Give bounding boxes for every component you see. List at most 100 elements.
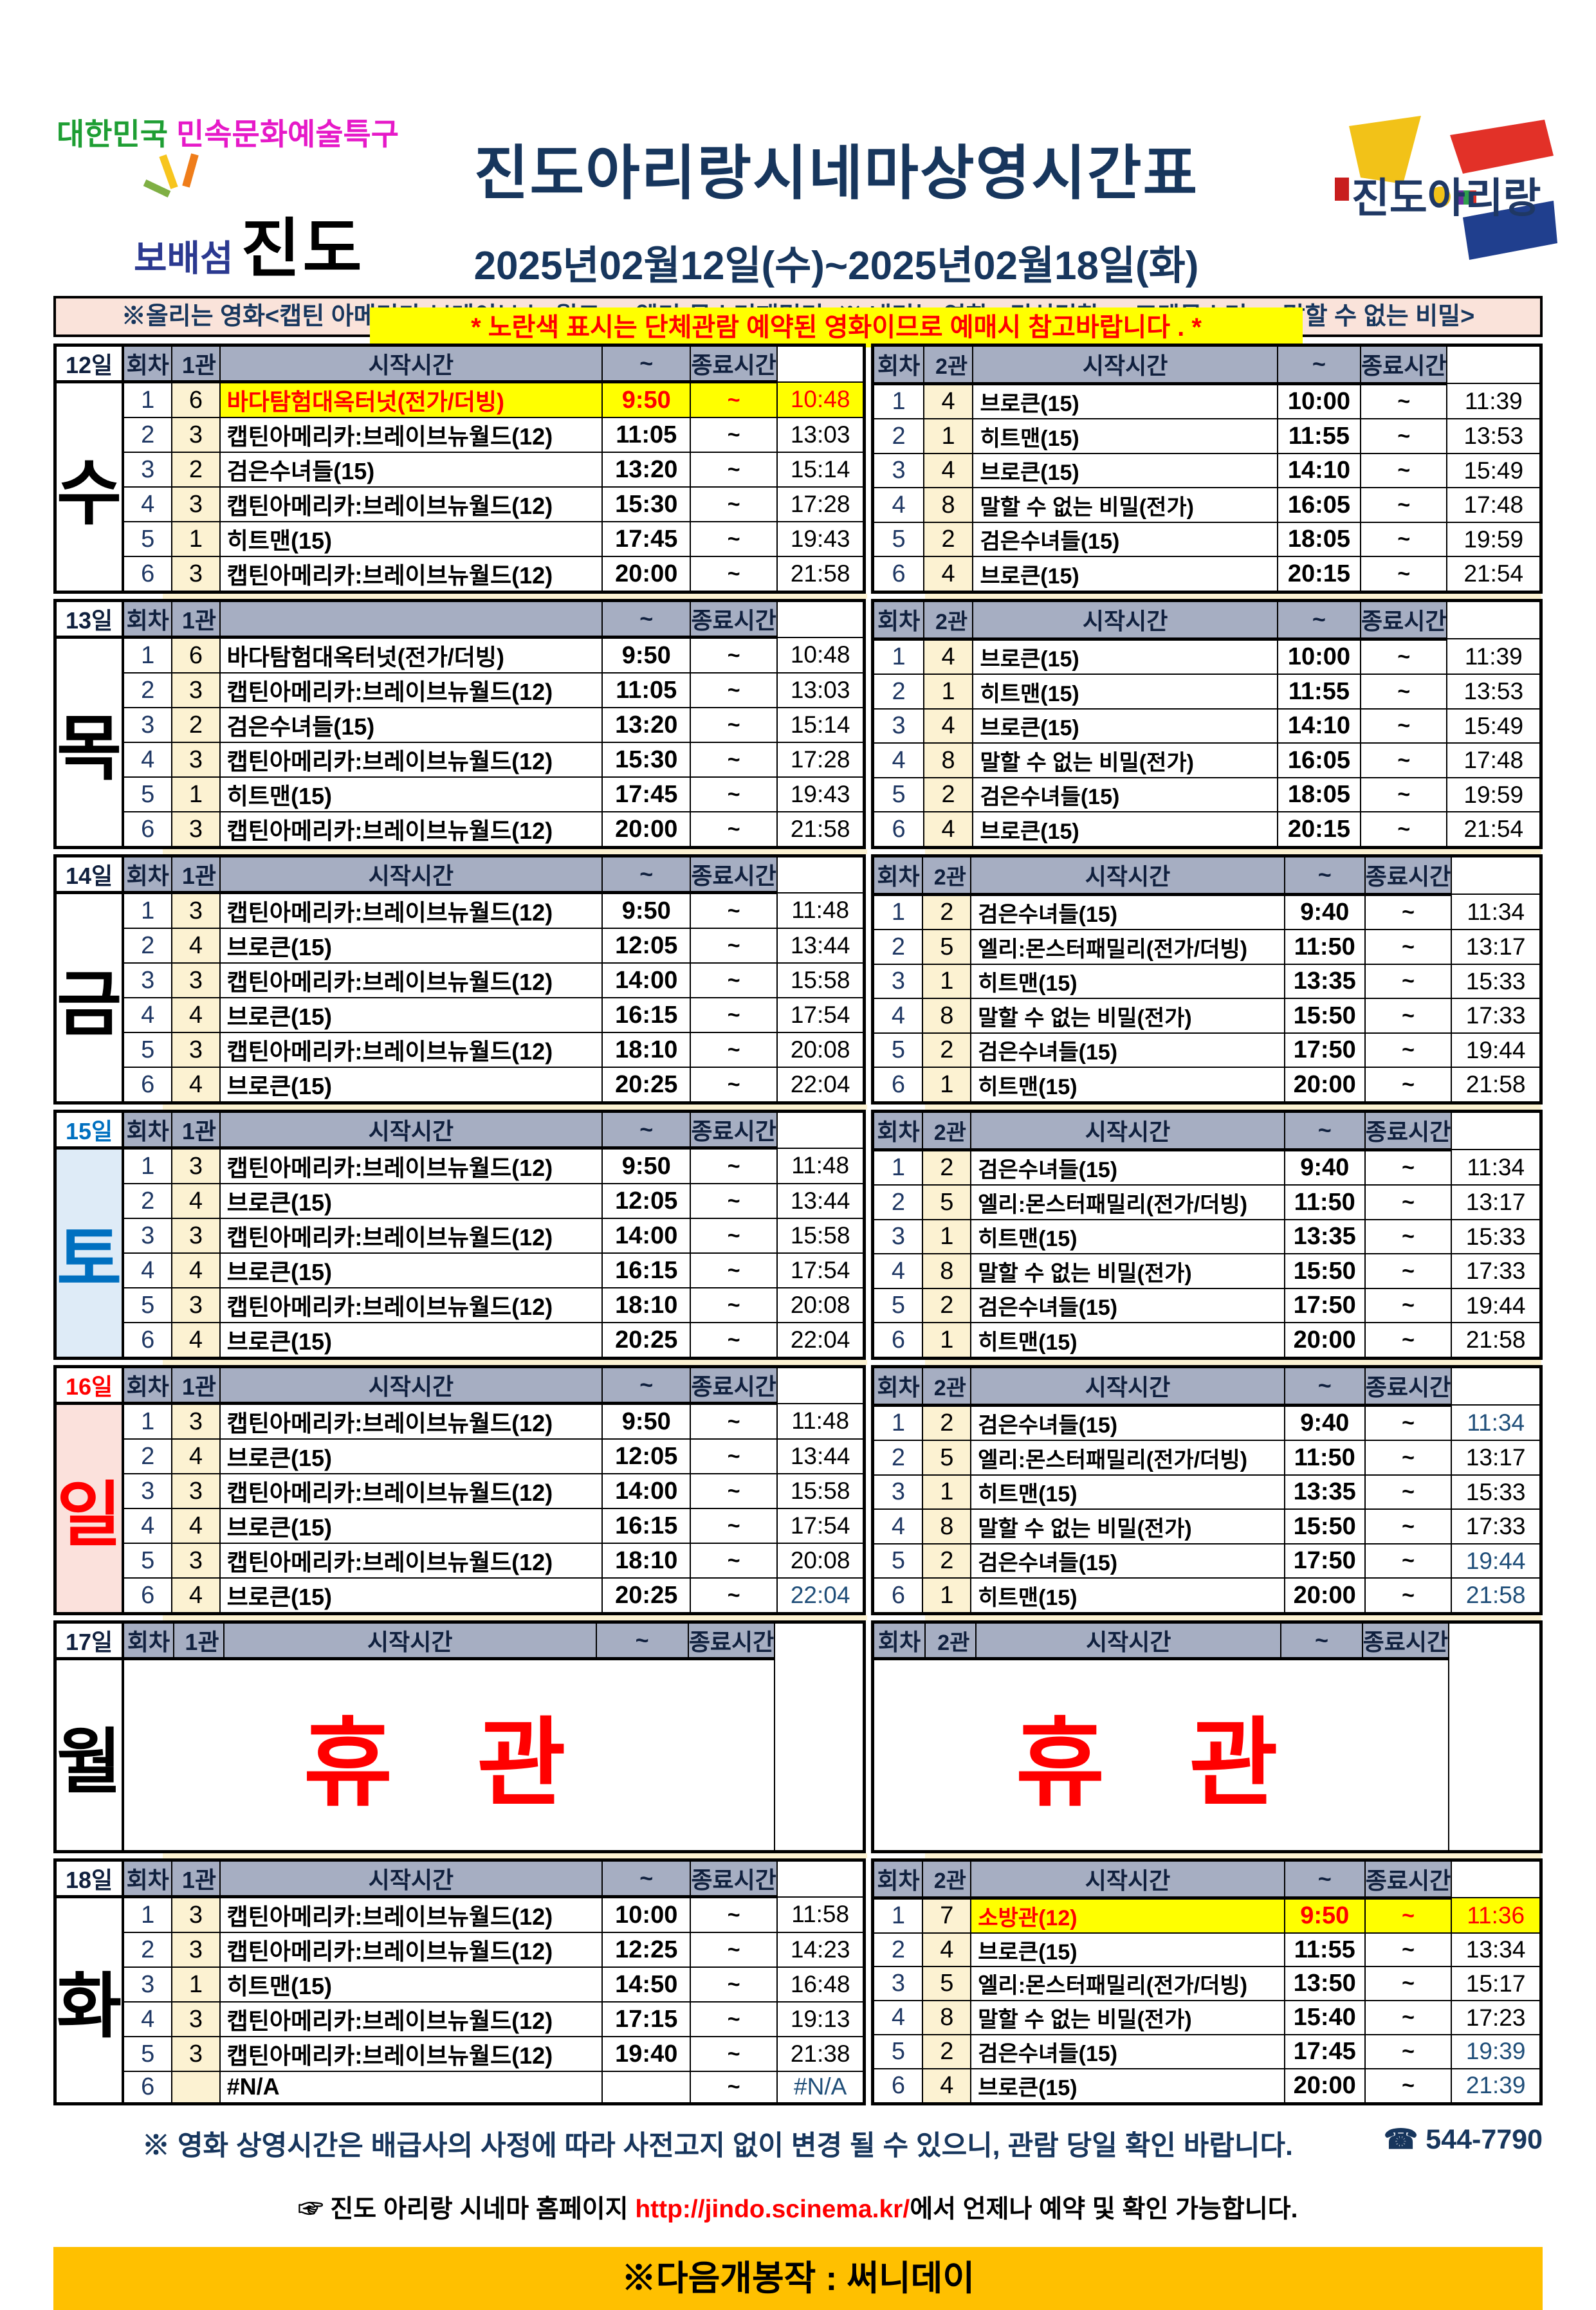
screening-count-cell: 8 bbox=[922, 2000, 972, 2035]
round-number-cell: 3 bbox=[872, 963, 924, 1000]
start-time-cell: 20:25 bbox=[601, 1322, 692, 1359]
movie-title-cell: 브로큰(15) bbox=[219, 997, 603, 1033]
end-time-cell: 10:48 bbox=[776, 636, 865, 674]
screening-count-cell: 4 bbox=[171, 1577, 221, 1615]
start-time-cell: 17:15 bbox=[601, 2001, 692, 2037]
round-number-cell: 4 bbox=[122, 1508, 173, 1544]
movie-title-cell: 캡틴아메리카:브레이브뉴월드(12) bbox=[219, 1287, 603, 1323]
divider-strip bbox=[163, 1615, 867, 1620]
movie-title-cell: 브로큰(15) bbox=[219, 1438, 603, 1474]
logo-arirang-text: 진도아리랑 bbox=[1352, 175, 1541, 221]
start-time-cell: 15:30 bbox=[601, 486, 692, 522]
start-time-cell: 13:35 bbox=[1283, 1474, 1366, 1510]
round-header-cell: 회차 bbox=[122, 855, 173, 894]
tilde-cell: ~ bbox=[690, 636, 778, 674]
header-center: 진도아리랑시네마상영시간표 2025년02월12일(수)~2025년02월18일… bbox=[351, 125, 1322, 347]
day-date-cell: 14일 bbox=[54, 855, 125, 894]
screening-count-cell: 4 bbox=[171, 997, 221, 1033]
end-time-cell: 11:48 bbox=[776, 1147, 865, 1184]
screening-count-cell: 1 bbox=[171, 776, 221, 812]
jindo-county-logo: 대한민국 민속문화예술특구 보배섬 진도 bbox=[57, 109, 417, 289]
end-time-cell: 21:58 bbox=[1451, 1322, 1542, 1359]
schedule-row: 3 1 히트맨(15) 13:35 ~15:33 bbox=[872, 1474, 1542, 1510]
tilde-cell: ~ bbox=[1359, 811, 1448, 848]
schedule-row: 4 3 캡틴아메리카:브레이브뉴월드(12) 17:15 ~19:13 bbox=[55, 2001, 865, 2037]
start-time-header-cell: 시작시간 bbox=[219, 1110, 603, 1150]
screen2-table-13일: 회차 2관 시작시간 ~ 종료시간 1 4 브로큰(15) 10:00 ~11:39 2 1 히트맨(1… bbox=[871, 599, 1543, 849]
screening-count-cell: 1 bbox=[922, 963, 972, 1000]
schedule-row: 화 1 3 캡틴아메리카:브레이브뉴월드(12) 10:00 ~11:58 bbox=[54, 1896, 865, 2104]
round-number-cell: 1 bbox=[872, 894, 924, 931]
movie-title-cell: 소방관(12) bbox=[970, 1897, 1285, 1934]
tilde-cell: ~ bbox=[1364, 963, 1453, 1000]
tilde-cell: ~ bbox=[690, 521, 778, 557]
round-number-cell: 6 bbox=[122, 1577, 173, 1615]
round-number-cell: 5 bbox=[122, 1543, 173, 1579]
start-time-cell: 14:00 bbox=[601, 1218, 692, 1254]
end-time-cell: 20:08 bbox=[776, 1032, 865, 1068]
movie-title-cell: 검은수녀들(15) bbox=[972, 776, 1278, 813]
screen1-table-12일: 12일 회차 1관 시작시간 ~ 종료시간 수 1 6 바다탐험대옥터넛(전가/더빙) 9:50 ~1… bbox=[53, 344, 867, 594]
header-row: 회차 2관 시작시간 ~ 종료시간 bbox=[872, 600, 1541, 641]
start-time-cell: 12:05 bbox=[601, 1183, 692, 1219]
divider-strip bbox=[163, 1105, 867, 1110]
round-number-cell: 2 bbox=[872, 1932, 924, 1968]
logo-treasure-island-text: 보배섬 bbox=[134, 238, 234, 279]
start-time-cell: 20:00 bbox=[1283, 1322, 1366, 1359]
end-time-header-cell: 종료시간 bbox=[690, 855, 778, 894]
logo-korea-text: 대한민국 bbox=[57, 117, 168, 151]
start-time-cell: 20:15 bbox=[1276, 556, 1362, 593]
homepage-prefix-text: ☞ 진도 아리랑 시네마 홈페이지 bbox=[298, 2195, 636, 2223]
schedule-row: 2 1 히트맨(15) 11:55 ~13:53 bbox=[872, 674, 1542, 710]
start-time-cell: 15:50 bbox=[1283, 1508, 1366, 1545]
schedule-row: 6 1 히트맨(15) 20:00 ~21:58 bbox=[872, 1577, 1542, 1615]
round-header-cell: 회차 bbox=[872, 1859, 924, 1900]
page-title: 진도아리랑시네마상영시간표 bbox=[473, 141, 1199, 206]
schedule-row: 5 2 검은수녀들(15) 17:50 ~19:44 bbox=[872, 1543, 1542, 1579]
screening-count-cell: 1 bbox=[922, 1218, 972, 1255]
schedule-row: 금 1 3 캡틴아메리카:브레이브뉴월드(12) 9:50 ~11:48 bbox=[54, 892, 865, 1104]
schedule-row: 2 3 캡틴아메리카:브레이브뉴월드(12) 12:25 ~14:23 bbox=[55, 1932, 865, 1968]
screening-count-cell: 3 bbox=[171, 1287, 221, 1323]
end-time-cell: 13:34 bbox=[1451, 1932, 1542, 1968]
tilde-cell: ~ bbox=[690, 1966, 778, 2003]
start-time-header-cell bbox=[219, 600, 603, 639]
end-time-cell: 17:54 bbox=[776, 1508, 865, 1544]
screen2-table-14일: 회차 2관 시작시간 ~ 종료시간 1 2 검은수녀들(15) 9:40 ~11:34 2 5 엘리:몬… bbox=[871, 854, 1543, 1105]
screen2-table-16일: 회차 2관 시작시간 ~ 종료시간 1 2 검은수녀들(15) 9:40 ~11:34 2 5 엘리:몬… bbox=[871, 1365, 1543, 1615]
tilde-cell: ~ bbox=[1364, 1184, 1453, 1220]
schedule-row: 5 2 검은수녀들(15) 17:50 ~19:44 bbox=[872, 1032, 1542, 1068]
jindo-arirang-logo: 진도아리랑 bbox=[1335, 116, 1557, 260]
schedule-row: 6 4 브로큰(15) 20:15 ~21:54 bbox=[872, 811, 1542, 848]
start-time-cell: 13:35 bbox=[1283, 1218, 1366, 1255]
round-number-cell: 3 bbox=[872, 452, 924, 489]
screening-count-cell: 4 bbox=[922, 811, 974, 848]
logo-district-text: 민속문화예술특구 bbox=[176, 117, 399, 151]
screening-count-cell: 1 bbox=[922, 1322, 972, 1359]
movie-title-cell: #N/A bbox=[219, 2071, 603, 2104]
start-time-cell: 15:50 bbox=[1283, 1253, 1366, 1289]
round-number-cell: 6 bbox=[122, 811, 173, 848]
end-time-cell: 21:38 bbox=[776, 2036, 865, 2072]
movie-title-cell: 캡틴아메리카:브레이브뉴월드(12) bbox=[219, 2001, 603, 2037]
movie-title-cell: 히트맨(15) bbox=[970, 1577, 1285, 1615]
tilde-header-cell: ~ bbox=[1283, 1366, 1366, 1407]
movie-title-cell: 엘리:몬스터패밀리(전가/더빙) bbox=[970, 1440, 1285, 1476]
tilde-cell: ~ bbox=[690, 452, 778, 488]
movie-title-cell: 말할 수 없는 비밀(전가) bbox=[970, 1508, 1285, 1545]
start-time-cell: 9:50 bbox=[601, 1402, 692, 1440]
tilde-header-cell: ~ bbox=[1280, 1621, 1363, 1660]
movie-title-cell: 바다탐험대옥터넛(전가/더빙) bbox=[219, 381, 603, 418]
end-time-cell: 14:23 bbox=[776, 1932, 865, 1968]
movie-title-cell: 검은수녀들(15) bbox=[970, 1404, 1285, 1442]
tilde-cell: ~ bbox=[1364, 1897, 1453, 1934]
tilde-cell: ~ bbox=[1359, 776, 1448, 813]
screening-count-cell: 4 bbox=[171, 1508, 221, 1544]
round-number-cell: 2 bbox=[122, 928, 173, 964]
tilde-header-cell: ~ bbox=[601, 1366, 692, 1405]
end-time-cell: 15:14 bbox=[776, 452, 865, 488]
tilde-cell: ~ bbox=[690, 1287, 778, 1323]
end-time-cell: 21:58 bbox=[1451, 1577, 1542, 1615]
start-time-cell: 11:50 bbox=[1283, 1184, 1366, 1220]
header-row: 회차 2관 시작시간 ~ 종료시간 bbox=[872, 344, 1541, 385]
